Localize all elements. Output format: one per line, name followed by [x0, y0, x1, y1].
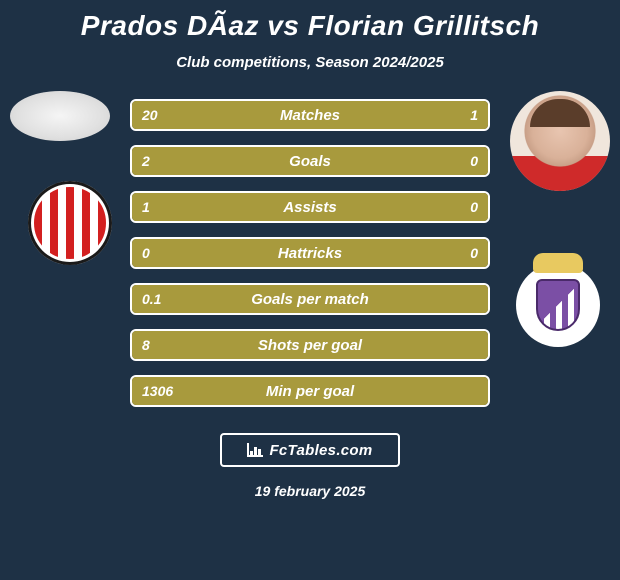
bar-track — [130, 237, 490, 269]
value-left: 1306 — [130, 375, 185, 407]
club-left-badge — [28, 181, 112, 265]
bar-track — [130, 329, 490, 361]
comparison-panel: 201Matches20Goals10Assists00Hattricks0.1… — [0, 99, 620, 407]
bar-left-fill — [132, 331, 488, 359]
club-right-badge — [516, 263, 600, 347]
bar-left-fill — [132, 147, 488, 175]
metric-row: 00Hattricks — [130, 237, 490, 269]
player-right-avatar — [510, 91, 610, 191]
bar-left-fill — [132, 285, 488, 313]
metric-row: 0.1Goals per match — [130, 283, 490, 315]
metric-row: 10Assists — [130, 191, 490, 223]
value-right — [466, 329, 490, 361]
value-left: 2 — [130, 145, 162, 177]
bar-track — [130, 283, 490, 315]
date-label: 19 february 2025 — [0, 483, 620, 499]
value-right: 0 — [458, 145, 490, 177]
value-right — [466, 283, 490, 315]
value-left: 20 — [130, 99, 170, 131]
value-left: 0.1 — [130, 283, 173, 315]
page-title: Prados DÃ­az vs Florian Grillitsch — [0, 0, 620, 42]
player-left-avatar — [10, 91, 110, 141]
bar-track — [130, 191, 490, 223]
metric-row: 20Goals — [130, 145, 490, 177]
bar-track — [130, 99, 490, 131]
value-left: 0 — [130, 237, 162, 269]
value-right: 1 — [458, 99, 490, 131]
value-right: 0 — [458, 191, 490, 223]
value-left: 1 — [130, 191, 162, 223]
bar-left-fill — [132, 377, 488, 405]
comparison-bars: 201Matches20Goals10Assists00Hattricks0.1… — [130, 99, 490, 407]
bar-left-fill — [132, 101, 470, 129]
bar-left-fill — [132, 193, 488, 221]
value-left: 8 — [130, 329, 162, 361]
brand-label: FcTables.com — [269, 442, 372, 459]
value-right: 0 — [458, 237, 490, 269]
metric-row: 201Matches — [130, 99, 490, 131]
bar-track — [130, 145, 490, 177]
value-right — [466, 375, 490, 407]
brand-badge: FcTables.com — [220, 433, 400, 467]
chart-icon — [247, 443, 263, 457]
subtitle: Club competitions, Season 2024/2025 — [0, 54, 620, 71]
metric-row: 1306Min per goal — [130, 375, 490, 407]
metric-row: 8Shots per goal — [130, 329, 490, 361]
